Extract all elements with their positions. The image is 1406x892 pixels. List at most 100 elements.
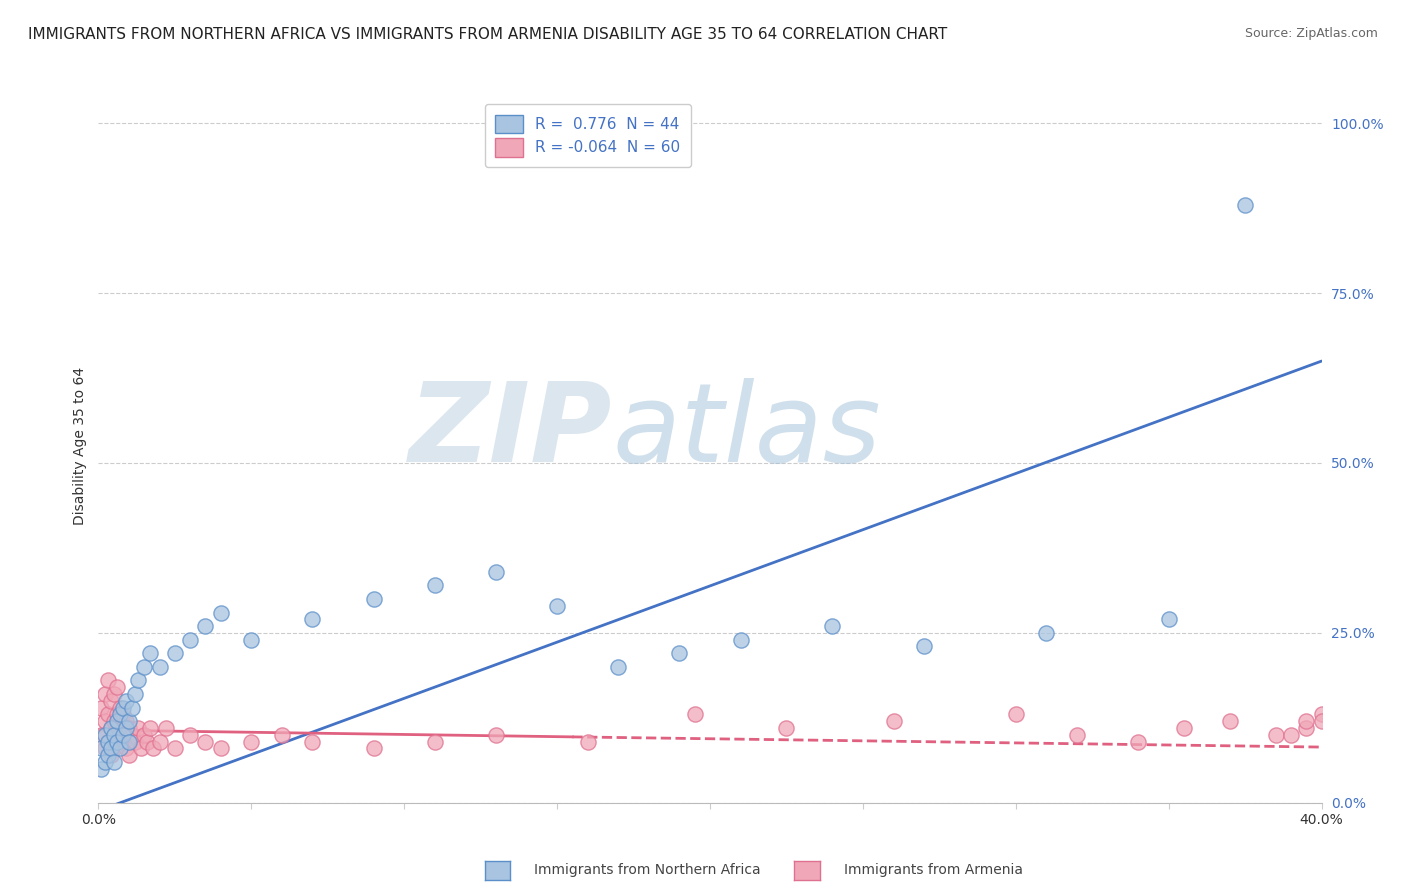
Point xyxy=(93,741,115,756)
Point xyxy=(1035,626,1057,640)
Point xyxy=(607,660,630,674)
Point xyxy=(97,673,120,688)
Y-axis label: Disability Age 35 to 64: Disability Age 35 to 64 xyxy=(73,367,87,525)
Point xyxy=(100,694,122,708)
Point xyxy=(423,578,446,592)
Point xyxy=(97,707,120,722)
Point xyxy=(301,734,323,748)
Text: Immigrants from Northern Africa: Immigrants from Northern Africa xyxy=(534,863,761,877)
Point xyxy=(546,599,568,613)
Point xyxy=(1295,714,1317,729)
Point xyxy=(136,734,159,748)
Point xyxy=(912,640,935,654)
Point xyxy=(100,721,122,735)
Point xyxy=(1279,728,1302,742)
Point xyxy=(683,707,706,722)
Point xyxy=(90,728,112,742)
Point xyxy=(118,721,141,735)
Point xyxy=(1295,721,1317,735)
Point xyxy=(93,728,115,742)
Point xyxy=(90,762,112,776)
Point xyxy=(240,632,263,647)
Text: atlas: atlas xyxy=(612,378,880,485)
Point xyxy=(179,728,201,742)
Point xyxy=(111,707,134,722)
Point xyxy=(108,700,131,714)
Point xyxy=(363,591,385,606)
Point xyxy=(139,646,162,660)
Point xyxy=(134,728,156,742)
Point xyxy=(127,721,149,735)
Point xyxy=(668,646,690,660)
Point xyxy=(1310,707,1333,722)
Text: Source: ZipAtlas.com: Source: ZipAtlas.com xyxy=(1244,27,1378,40)
Point xyxy=(103,741,125,756)
Point xyxy=(103,728,125,742)
Point xyxy=(121,728,143,742)
Point xyxy=(124,734,146,748)
Point xyxy=(108,741,131,756)
Point xyxy=(1157,612,1180,626)
Point xyxy=(103,687,125,701)
Point xyxy=(155,721,177,735)
Point xyxy=(775,721,797,735)
Point xyxy=(93,755,115,769)
Point xyxy=(1310,714,1333,729)
Point xyxy=(97,734,120,748)
Point xyxy=(129,741,152,756)
Point xyxy=(270,728,292,742)
Point xyxy=(730,632,752,647)
Point xyxy=(149,660,172,674)
Point xyxy=(111,700,134,714)
Point xyxy=(108,728,131,742)
Point xyxy=(115,741,138,756)
Point xyxy=(105,680,128,694)
Point xyxy=(1173,721,1195,735)
Point xyxy=(118,748,141,763)
Point xyxy=(821,619,844,633)
Point xyxy=(485,565,508,579)
Point xyxy=(134,660,156,674)
Point xyxy=(240,734,263,748)
Point xyxy=(118,734,141,748)
Point xyxy=(111,734,134,748)
Point xyxy=(194,734,217,748)
Point xyxy=(423,734,446,748)
Point xyxy=(93,714,115,729)
Point xyxy=(105,734,128,748)
Point xyxy=(163,741,186,756)
Point xyxy=(103,755,125,769)
Point xyxy=(209,741,232,756)
Point xyxy=(105,714,128,729)
Point xyxy=(90,741,112,756)
Point xyxy=(179,632,201,647)
Point xyxy=(115,721,138,735)
Point xyxy=(194,619,217,633)
Point xyxy=(363,741,385,756)
Point xyxy=(576,734,599,748)
Point xyxy=(97,734,120,748)
Point xyxy=(1066,728,1088,742)
Point xyxy=(163,646,186,660)
Point xyxy=(118,714,141,729)
Point xyxy=(90,700,112,714)
Point xyxy=(105,734,128,748)
Point xyxy=(149,734,172,748)
Point xyxy=(103,714,125,729)
Point xyxy=(105,707,128,722)
Point xyxy=(1234,198,1257,212)
Point xyxy=(100,741,122,756)
Point xyxy=(108,707,131,722)
Point xyxy=(1128,734,1150,748)
Point xyxy=(301,612,323,626)
Point xyxy=(115,694,138,708)
Point xyxy=(883,714,905,729)
Legend: R =  0.776  N = 44, R = -0.064  N = 60: R = 0.776 N = 44, R = -0.064 N = 60 xyxy=(485,104,690,167)
Point xyxy=(142,741,165,756)
Point xyxy=(485,728,508,742)
Point xyxy=(139,721,162,735)
Point xyxy=(124,687,146,701)
Point xyxy=(1264,728,1286,742)
Point xyxy=(100,721,122,735)
Point xyxy=(209,606,232,620)
